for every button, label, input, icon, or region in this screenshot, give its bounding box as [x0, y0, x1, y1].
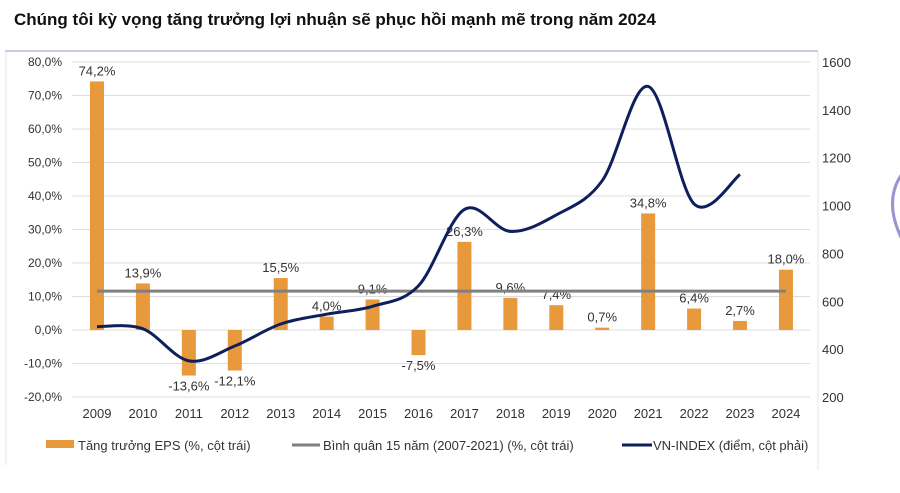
data-label: 18,0%	[768, 252, 805, 267]
left-axis-tick: 70,0%	[28, 89, 62, 103]
data-label: 9,1%	[358, 282, 388, 297]
x-axis-tick: 2023	[726, 406, 755, 421]
eps-bar	[411, 330, 426, 356]
right-axis-tick: 200	[822, 390, 844, 405]
x-axis-tick: 2009	[83, 406, 112, 421]
eps-bar	[687, 308, 702, 330]
data-label: 2,7%	[725, 303, 755, 318]
eps-bar	[181, 330, 196, 376]
legend-average-label: Bình quân 15 năm (2007-2021) (%, cột trá…	[323, 438, 574, 453]
right-axis-tick: 1400	[822, 103, 851, 118]
legend-eps-swatch	[46, 440, 74, 448]
eps-bar	[778, 269, 793, 330]
eps-bar	[549, 305, 564, 330]
legend-vn-index-label: VN-INDEX (điểm, cột phải)	[653, 438, 808, 453]
x-axis-tick: 2012	[220, 406, 249, 421]
left-axis-tick: 60,0%	[28, 122, 62, 136]
eps-bar	[90, 81, 104, 331]
left-axis-tick: 10,0%	[28, 290, 62, 304]
right-axis-tick: 600	[822, 294, 844, 309]
eps-bar	[641, 213, 656, 330]
eps-bar	[733, 320, 748, 330]
decorative-arc	[891, 174, 900, 239]
x-axis-tick: 2022	[680, 406, 709, 421]
data-label: -7,5%	[402, 358, 436, 373]
data-label: 4,0%	[312, 299, 342, 314]
data-label: -12,1%	[214, 374, 256, 389]
eps-bar	[595, 327, 610, 330]
data-label: 13,9%	[124, 265, 161, 280]
left-axis-tick: 20,0%	[28, 256, 62, 270]
data-label: 34,8%	[630, 195, 667, 210]
eps-bar	[135, 283, 150, 330]
x-axis-tick: 2014	[312, 406, 341, 421]
left-axis-tick: 40,0%	[28, 189, 62, 203]
x-axis-tick: 2010	[128, 406, 157, 421]
data-label: 0,7%	[587, 310, 617, 325]
eps-bar	[319, 316, 334, 330]
data-label: 6,4%	[679, 291, 709, 306]
left-axis-tick: -20,0%	[24, 390, 62, 404]
left-axis-tick: 50,0%	[28, 156, 62, 170]
right-axis-tick: 1600	[822, 55, 851, 70]
data-label: 26,3%	[446, 224, 483, 239]
x-axis-tick: 2018	[496, 406, 525, 421]
data-label: 15,5%	[262, 260, 299, 275]
eps-bar	[227, 330, 242, 371]
x-axis-tick: 2017	[450, 406, 479, 421]
left-axis-tick: -10,0%	[24, 357, 62, 371]
x-axis-tick: 2016	[404, 406, 433, 421]
left-axis-tick: 30,0%	[28, 223, 62, 237]
left-axis-tick: 80,0%	[28, 55, 62, 69]
vn-index-line	[96, 84, 742, 363]
legend-eps-label: Tăng trưởng EPS (%, cột trái)	[78, 438, 251, 453]
eps-bar	[457, 241, 472, 330]
data-label: 7,4%	[541, 287, 571, 302]
data-label: -13,6%	[168, 379, 210, 394]
x-axis-tick: 2013	[266, 406, 295, 421]
x-axis-tick: 2024	[771, 406, 800, 421]
x-axis-tick: 2011	[175, 406, 203, 421]
right-axis-tick: 800	[822, 246, 844, 261]
x-axis-tick: 2015	[358, 406, 387, 421]
x-axis-tick: 2019	[542, 406, 571, 421]
x-axis-tick: 2021	[634, 406, 663, 421]
right-axis-tick: 1000	[822, 199, 851, 214]
data-label: 74,2%	[79, 63, 116, 78]
x-axis-tick: 2020	[588, 406, 617, 421]
chart-title: Chúng tôi kỳ vọng tăng trưởng lợi nhuận …	[14, 10, 656, 29]
right-axis-tick: 400	[822, 342, 844, 357]
eps-bar	[503, 297, 518, 330]
left-axis-tick: 0,0%	[35, 323, 63, 337]
right-axis-tick: 1200	[822, 151, 851, 166]
